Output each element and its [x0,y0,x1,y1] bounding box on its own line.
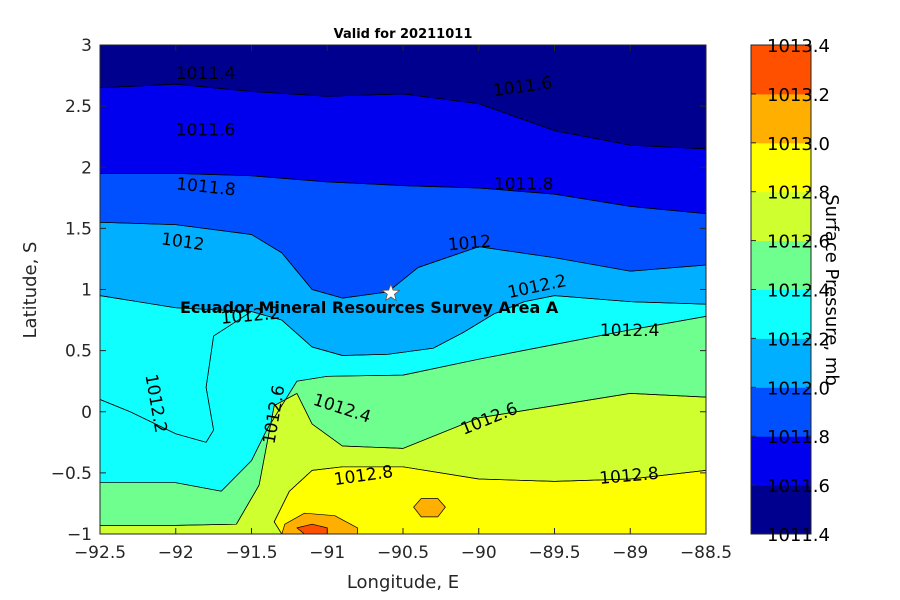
x-tick-label: −90 [461,543,497,563]
y-tick-label: −0.5 [51,464,92,484]
colorbar-tick-label: 1013.4 [767,36,830,57]
colorbar-tick-label: 1013.0 [767,134,830,155]
colorbar-tick-label: 1012.4 [767,281,830,302]
x-tick-label: −92 [158,543,194,563]
contour-band [100,45,706,149]
contour-line [296,523,328,534]
contour-line-layer [100,45,706,534]
colorbar-tick-label: 1012.0 [767,378,830,399]
contour-line [413,498,446,518]
contour-band [100,84,706,214]
y-tick-label: 0.5 [65,342,92,362]
contour-label: 1011.8 [494,174,553,194]
chart-title: Valid for 20211011 [334,27,473,42]
colorbar-swatch [751,191,811,242]
colorbar-swatch [751,93,811,144]
colorbar-tick-label: 1012.8 [767,183,830,204]
colorbar-tick-label: 1012.6 [767,232,830,253]
x-tick-label: −92.5 [74,543,126,563]
colorbar-tick-label: 1011.8 [767,427,830,448]
colorbar-label: Surface Pressure, mb [821,194,842,386]
y-axis-ticks: −1 −0.5 0 0.5 1 1.5 2 2.5 3 [51,36,706,545]
x-tick-label: −91 [309,543,345,563]
y-tick-label: 0 [81,403,92,423]
x-tick-label: −91.5 [225,543,277,563]
y-tick-label: 1 [81,281,92,301]
x-tick-label: −89.5 [528,543,580,563]
contour-band [296,524,328,534]
contour-line [273,466,706,534]
colorbar-swatch [751,387,811,437]
colorbar: 1011.4 1011.6 1011.8 1012.0 1012.2 1012.4 1012… [750,36,830,546]
y-axis-label: Latitude, S [20,242,41,339]
colorbar-tick-label: 1013.2 [767,85,830,106]
x-tick-label: −88.5 [680,543,732,563]
colorbar-tick-label: 1011.6 [767,476,830,497]
colorbar-tick-label: 1012.2 [767,329,830,350]
colorbar-swatch [751,436,811,486]
annotation-layer: Ecuador Mineral Resources Survey Area A [180,283,559,317]
contour-label: 1012 [447,232,492,256]
colorbar-swatch [751,485,811,535]
contour-label: 1012.4 [600,321,659,341]
contour-band [100,173,706,299]
contour-band [100,316,706,526]
colorbar-swatch [751,240,811,290]
star-marker-icon [381,283,401,302]
colorbar-swatch [751,45,811,95]
x-tick-label: −90.5 [377,543,429,563]
contour-line [281,512,358,534]
contour-band [274,466,706,534]
y-tick-label: 2.5 [65,97,92,117]
contour-label: 1011.6 [176,121,235,141]
colorbar-swatch [751,142,811,193]
y-tick-label: 3 [81,36,92,56]
contour-band [100,222,706,443]
contour-label: 1011.4 [176,64,235,84]
x-axis-ticks: −92.5 −92 −91.5 −91 −90.5 −90 −89.5 −89 −88.5 [74,45,732,563]
colorbar-swatch [751,289,811,339]
colorbar-swatch [751,338,811,388]
y-tick-label: 2 [81,158,92,178]
contour-band [413,498,446,517]
y-tick-label: −1 [67,525,92,545]
x-tick-label: −89 [612,543,648,563]
contour-fill-layer [100,45,706,534]
colorbar-tick-label: 1011.4 [767,525,830,546]
annotation-label: Ecuador Mineral Resources Survey Area A [180,298,559,317]
y-tick-label: 1.5 [65,219,92,239]
x-axis-label: Longitude, E [347,572,459,593]
